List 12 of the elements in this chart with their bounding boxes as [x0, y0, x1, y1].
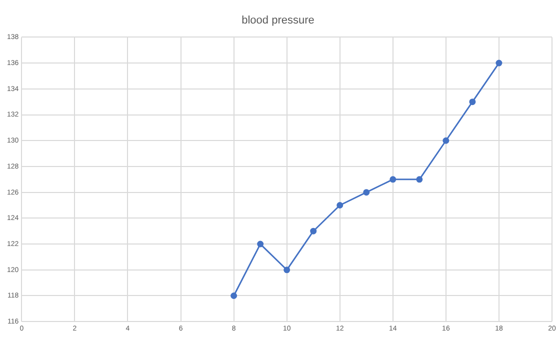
- point: [442, 137, 450, 144]
- point: [257, 240, 264, 248]
- point: [496, 60, 502, 66]
- point: [284, 266, 290, 274]
- chart-title: blood pressure: [242, 14, 314, 27]
- point: [310, 228, 317, 234]
- point: [469, 98, 476, 106]
- point: [416, 176, 423, 183]
- point: [336, 202, 344, 209]
- point: [230, 292, 238, 299]
- point: [363, 189, 370, 196]
- point: [390, 176, 396, 183]
